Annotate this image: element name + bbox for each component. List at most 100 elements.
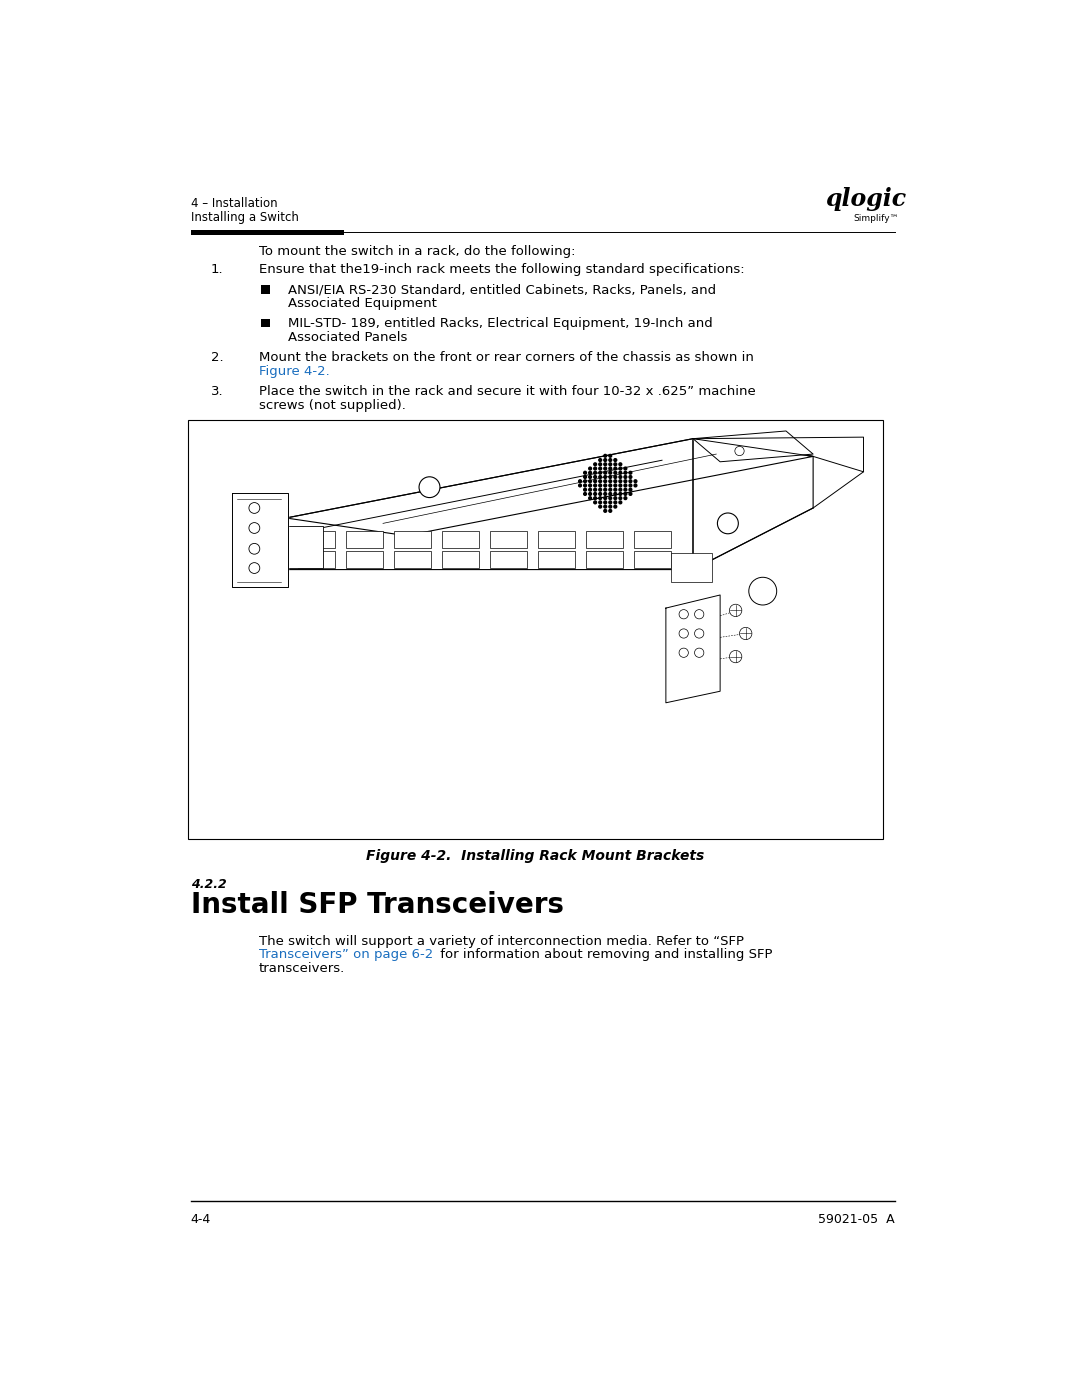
Circle shape: [609, 479, 611, 482]
Circle shape: [248, 563, 260, 573]
Circle shape: [589, 479, 592, 482]
Circle shape: [583, 493, 586, 496]
Text: Transceivers” on page 6-2: Transceivers” on page 6-2: [259, 949, 433, 961]
Text: Place the switch in the rack and secure it with four 10-32 x .625” machine: Place the switch in the rack and secure …: [259, 384, 756, 398]
Circle shape: [624, 493, 626, 496]
Bar: [346, 531, 383, 548]
Text: transceivers.: transceivers.: [259, 963, 346, 975]
Bar: [298, 550, 335, 569]
Circle shape: [624, 475, 626, 478]
Text: 3.: 3.: [211, 384, 224, 398]
Circle shape: [624, 467, 626, 469]
Circle shape: [613, 502, 617, 504]
Circle shape: [609, 497, 611, 500]
Bar: [634, 550, 672, 569]
Circle shape: [629, 485, 632, 486]
Circle shape: [694, 629, 704, 638]
Text: To mount the switch in a rack, do the following:: To mount the switch in a rack, do the fo…: [259, 244, 576, 257]
Circle shape: [740, 627, 752, 640]
Text: Associated Panels: Associated Panels: [288, 331, 408, 344]
Circle shape: [629, 475, 632, 478]
Bar: [490, 550, 527, 569]
Circle shape: [619, 493, 622, 496]
Text: screws (not supplied).: screws (not supplied).: [259, 398, 406, 412]
Circle shape: [594, 485, 596, 486]
Circle shape: [589, 471, 592, 474]
Circle shape: [613, 475, 617, 478]
Bar: [394, 531, 431, 548]
Circle shape: [619, 502, 622, 504]
Circle shape: [613, 462, 617, 465]
Bar: [191, 231, 345, 235]
Circle shape: [248, 522, 260, 534]
Circle shape: [613, 467, 617, 469]
Text: Installing a Switch: Installing a Switch: [191, 211, 299, 224]
Circle shape: [609, 506, 611, 509]
Circle shape: [583, 485, 586, 486]
Circle shape: [717, 513, 739, 534]
Polygon shape: [693, 432, 813, 462]
Circle shape: [619, 462, 622, 465]
Circle shape: [604, 489, 607, 492]
Circle shape: [579, 479, 581, 482]
Circle shape: [604, 467, 607, 469]
Bar: [490, 531, 527, 548]
Circle shape: [594, 493, 596, 496]
Circle shape: [609, 493, 611, 496]
Circle shape: [604, 506, 607, 509]
Polygon shape: [693, 437, 864, 472]
Circle shape: [598, 497, 602, 500]
Circle shape: [594, 479, 596, 482]
Circle shape: [589, 485, 592, 486]
Circle shape: [594, 475, 596, 478]
Circle shape: [609, 458, 611, 461]
Circle shape: [613, 489, 617, 492]
Bar: [442, 531, 480, 548]
Bar: [261, 319, 270, 327]
Circle shape: [604, 475, 607, 478]
Polygon shape: [286, 439, 693, 570]
Circle shape: [619, 485, 622, 486]
Circle shape: [598, 471, 602, 474]
Circle shape: [604, 462, 607, 465]
Text: for information about removing and installing SFP: for information about removing and insta…: [435, 949, 772, 961]
Circle shape: [619, 489, 622, 492]
Circle shape: [248, 543, 260, 555]
Circle shape: [609, 462, 611, 465]
Circle shape: [589, 467, 592, 469]
Circle shape: [619, 497, 622, 500]
Bar: [188, 420, 882, 840]
Text: MIL-STD- 189, entitled Racks, Electrical Equipment, 19-Inch and: MIL-STD- 189, entitled Racks, Electrical…: [288, 317, 713, 330]
Circle shape: [629, 479, 632, 482]
Circle shape: [624, 485, 626, 486]
Text: Simplify™: Simplify™: [853, 214, 899, 224]
Circle shape: [613, 506, 617, 509]
Text: 4-4: 4-4: [191, 1213, 211, 1225]
Bar: [288, 525, 323, 569]
Bar: [394, 550, 431, 569]
Circle shape: [598, 458, 602, 461]
Text: 59021-05  A: 59021-05 A: [818, 1213, 894, 1225]
Polygon shape: [693, 439, 813, 570]
Circle shape: [594, 489, 596, 492]
Polygon shape: [286, 439, 813, 535]
Circle shape: [729, 651, 742, 662]
Circle shape: [594, 467, 596, 469]
Circle shape: [589, 489, 592, 492]
Bar: [672, 553, 712, 583]
Text: Install SFP Transceivers: Install SFP Transceivers: [191, 891, 564, 919]
Text: Figure 4-2.  Installing Rack Mount Brackets: Figure 4-2. Installing Rack Mount Bracke…: [366, 849, 704, 863]
Circle shape: [679, 629, 688, 638]
Circle shape: [613, 497, 617, 500]
Circle shape: [609, 489, 611, 492]
Circle shape: [694, 648, 704, 658]
Circle shape: [604, 485, 607, 486]
Circle shape: [248, 503, 260, 513]
Circle shape: [609, 475, 611, 478]
Circle shape: [604, 454, 607, 457]
Circle shape: [619, 479, 622, 482]
Circle shape: [679, 648, 688, 658]
Polygon shape: [232, 493, 287, 587]
Circle shape: [598, 485, 602, 486]
Text: Associated Equipment: Associated Equipment: [288, 298, 437, 310]
